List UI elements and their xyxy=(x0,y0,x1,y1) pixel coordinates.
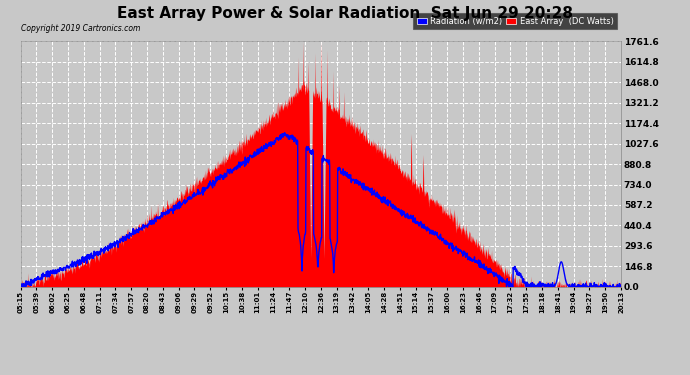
Text: Copyright 2019 Cartronics.com: Copyright 2019 Cartronics.com xyxy=(21,24,140,33)
Legend: Radiation (w/m2), East Array  (DC Watts): Radiation (w/m2), East Array (DC Watts) xyxy=(413,13,617,29)
Text: East Array Power & Solar Radiation  Sat Jun 29 20:28: East Array Power & Solar Radiation Sat J… xyxy=(117,6,573,21)
